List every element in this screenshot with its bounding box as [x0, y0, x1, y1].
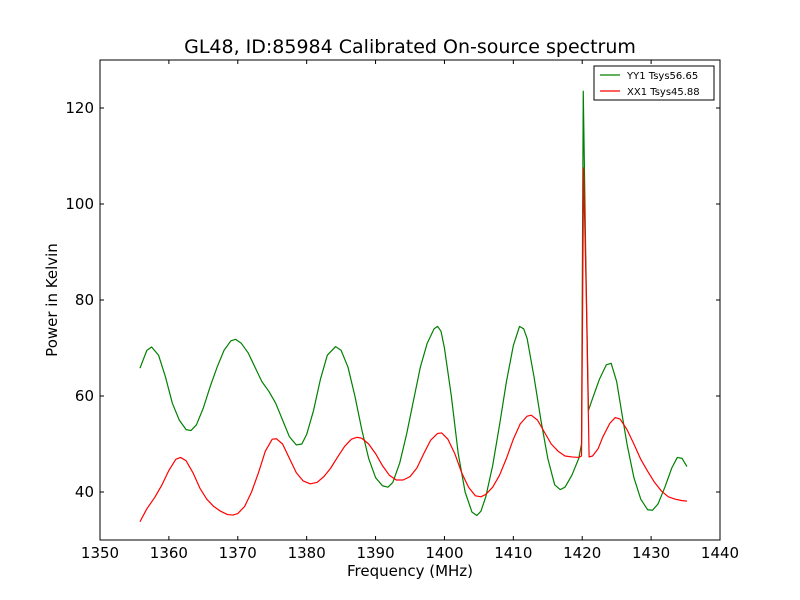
legend-label-xx1-tsys45-88: XX1 Tsys45.88	[627, 87, 700, 98]
plot-background	[100, 60, 720, 540]
x-axis-label: Frequency (MHz)	[347, 562, 473, 580]
x-tick-label: 1420	[563, 544, 601, 562]
x-tick-label: 1400	[425, 544, 463, 562]
plot-frame	[99, 59, 721, 541]
legend: YY1 Tsys56.65 XX1 Tsys45.88	[593, 65, 715, 101]
x-tick-label: 1370	[219, 544, 257, 562]
y-tick-label: 120	[65, 99, 94, 117]
y-tick-label: 40	[75, 483, 94, 501]
y-tick-label: 60	[75, 387, 94, 405]
plot-area	[100, 60, 720, 540]
y-tick-label: 80	[75, 291, 94, 309]
x-tick-label: 1360	[150, 544, 188, 562]
x-tick-label: 1410	[494, 544, 532, 562]
x-tick-label: 1430	[632, 544, 670, 562]
legend-label-yy1-tsys56-65: YY1 Tsys56.65	[626, 71, 698, 82]
series-layer	[139, 90, 688, 523]
legend-box	[593, 65, 715, 101]
ticks-layer: 1350 1360 1370 1380 1390 1400 1410 1420 1430 1440…	[65, 60, 739, 562]
x-tick-label: 1380	[288, 544, 326, 562]
x-tick-label: 1350	[81, 544, 119, 562]
series-line-xx1-tsys45-88	[139, 167, 687, 523]
y-tick-label: 100	[65, 195, 94, 213]
y-axis-label: Power in Kelvin	[43, 243, 61, 357]
x-tick-label: 1390	[356, 544, 394, 562]
chart-title: GL48, ID:85984 Calibrated On-source spec…	[184, 36, 636, 58]
series-line-yy1-tsys56-65	[139, 90, 688, 517]
x-tick-label: 1440	[701, 544, 739, 562]
